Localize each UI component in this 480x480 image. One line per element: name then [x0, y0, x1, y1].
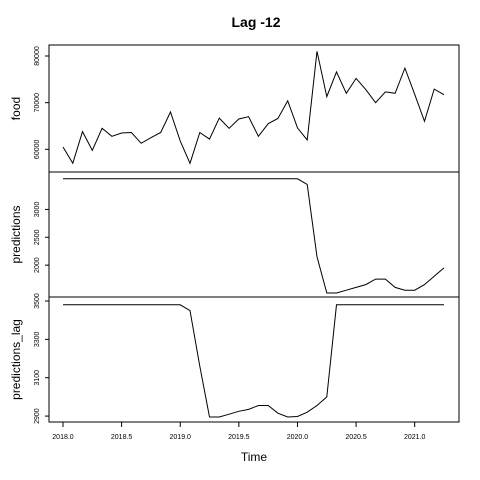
- x-tick-label: 2019.5: [228, 434, 250, 441]
- y-tick-label: 3000: [34, 202, 41, 218]
- y-axis-label-predictions: predictions: [9, 205, 23, 263]
- x-tick-label: 2020.5: [345, 434, 367, 441]
- y-tick-label: 2000: [34, 257, 41, 273]
- x-axis: 2018.0 2018.5 2019.0 2019.5 2020.0 2020.5 2021…: [52, 422, 425, 441]
- series-line-food: [62, 51, 445, 165]
- y-axis-label-predictions_lag: predictions_lag: [9, 319, 23, 400]
- x-tick-label: 2019.0: [170, 434, 192, 441]
- y-tick-label: 3100: [34, 370, 41, 386]
- x-tick-label: 2018.5: [111, 434, 133, 441]
- series-line-predictions: [63, 178, 445, 294]
- y-tick-label: 60000: [34, 139, 41, 159]
- series-line-predictions_lag: [63, 304, 444, 418]
- chart-panels: 60000 70000 80000 food 2000 2500 3000 predictio…: [9, 44, 460, 441]
- x-axis-label: Time: [241, 450, 268, 464]
- panel-predictions_lag: 2900 3100 3300 3500 predictions_lag: [9, 293, 460, 424]
- x-tick-label: 2018.0: [52, 434, 74, 441]
- y-tick-label: 80000: [34, 46, 41, 66]
- y-tick-label: 3300: [34, 331, 41, 347]
- x-tick-label: 2021.0: [404, 434, 426, 441]
- y-tick-label: 70000: [34, 93, 41, 113]
- panel-frame: [48, 296, 460, 423]
- y-axis-label-food: food: [9, 97, 23, 120]
- chart-title: Lag -12: [231, 14, 280, 30]
- y-tick-label: 3500: [34, 293, 41, 309]
- y-tick-label: 2900: [34, 408, 41, 424]
- y-tick-label: 2500: [34, 229, 41, 245]
- panel-predictions: 2000 2500 3000 predictions: [9, 171, 460, 298]
- x-tick-label: 2020.0: [287, 434, 309, 441]
